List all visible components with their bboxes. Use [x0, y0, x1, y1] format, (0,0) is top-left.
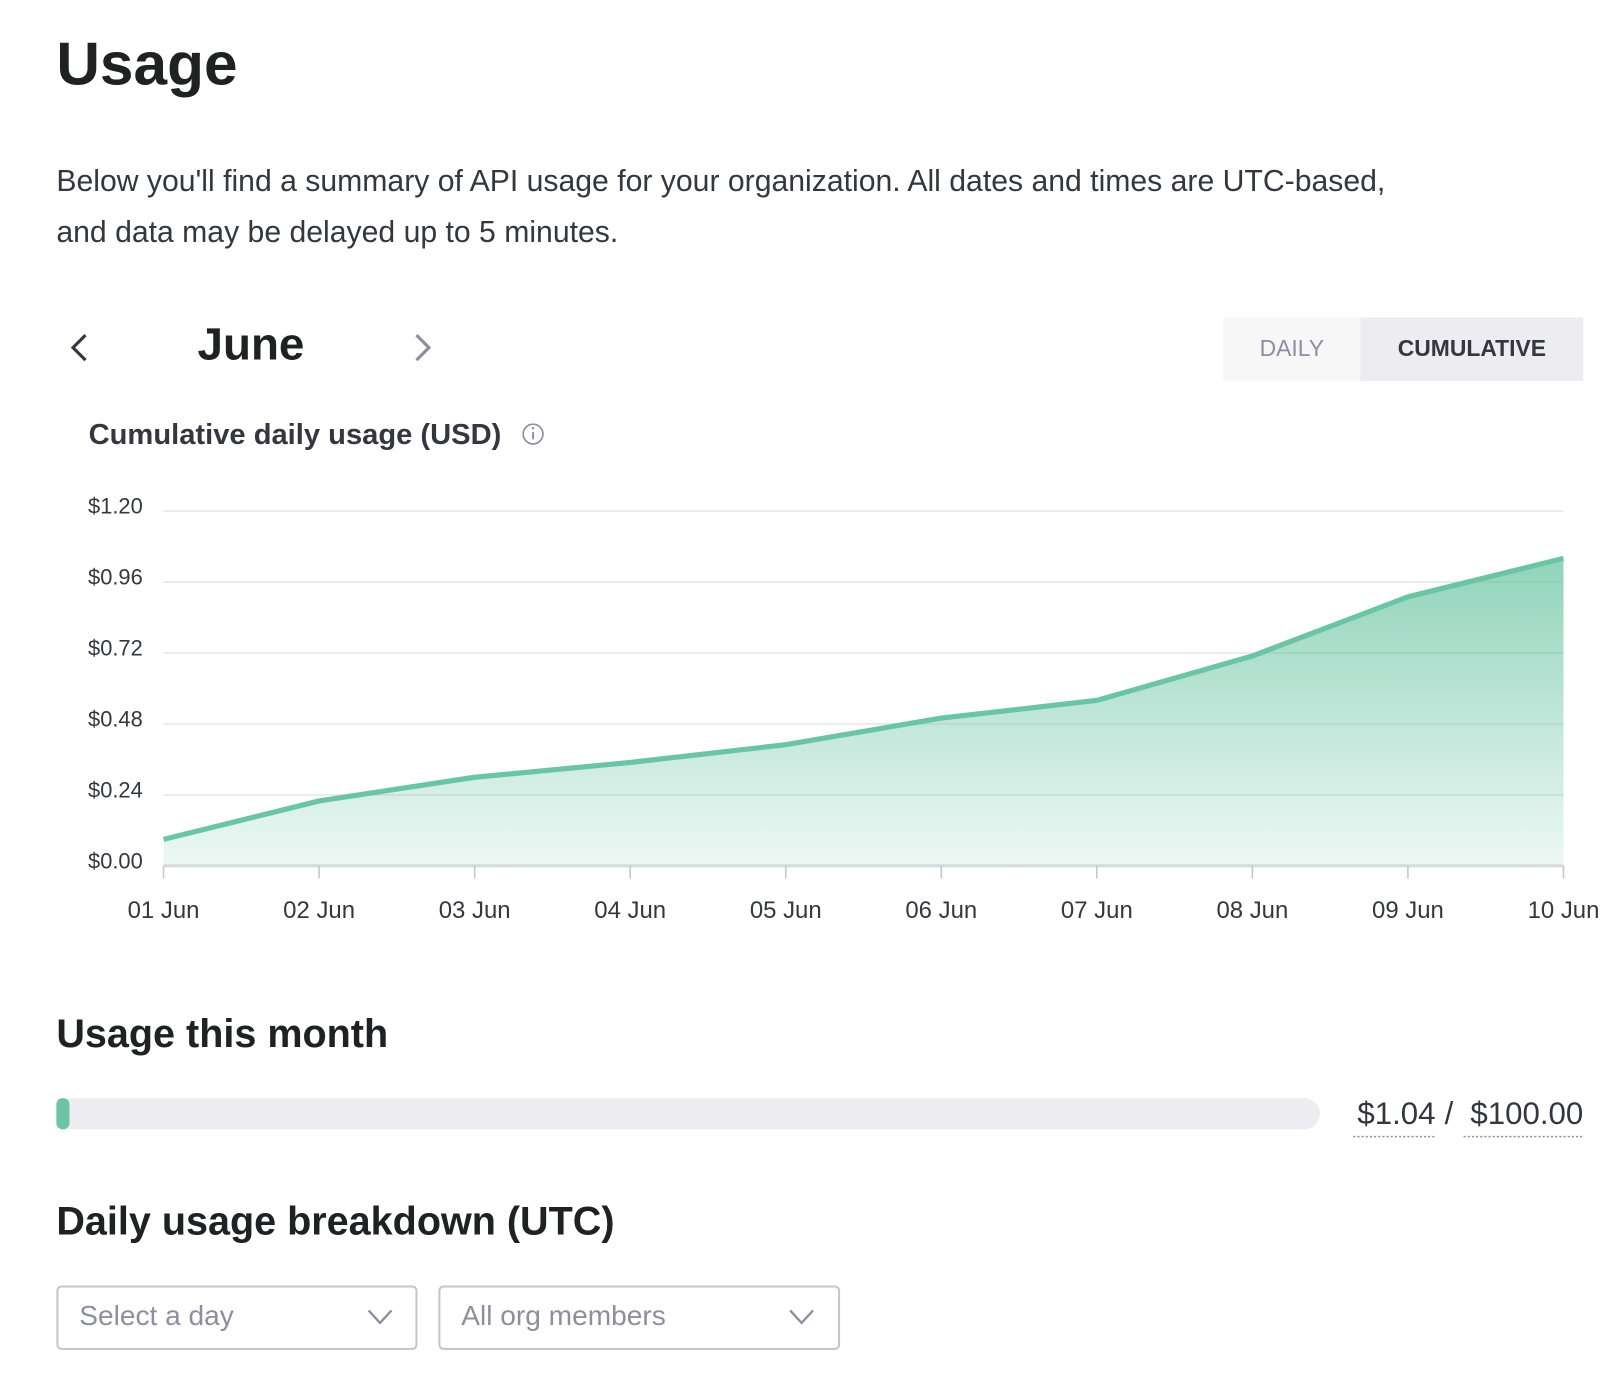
y-tick-label: $1.20: [88, 494, 143, 519]
page-title: Usage: [56, 30, 237, 98]
x-tick-label: 02 Jun: [283, 897, 355, 924]
x-tick-label: 10 Jun: [1528, 897, 1600, 924]
usage-track: [56, 1098, 1320, 1130]
x-tick-label: 08 Jun: [1216, 897, 1288, 924]
area: [163, 558, 1564, 866]
toggle-cumulative[interactable]: [1360, 317, 1584, 381]
select-placeholder: Select a day: [79, 1300, 234, 1331]
chart-title: Cumulative daily usage (USD): [89, 419, 502, 451]
prev-month[interactable]: [70, 334, 87, 362]
chart: $0.00 $0.24 $0.48 $0.72 $0.96 $1.20 01 Jun 02 J…: [88, 494, 1599, 924]
select-value: All org members: [461, 1300, 666, 1331]
section-title: Usage this month: [56, 1012, 388, 1056]
month-label: June: [198, 319, 305, 370]
y-tick-label: $0.00: [88, 849, 143, 874]
y-tick-label: $0.24: [88, 778, 143, 803]
toggle-label: DAILY: [1260, 335, 1324, 361]
description: Below you'll find a summary of API usage…: [56, 165, 1385, 198]
y-tick-label: $0.48: [88, 707, 143, 732]
x-tick-label: 01 Jun: [128, 897, 200, 924]
usage-used: $1.04: [1357, 1096, 1435, 1131]
info-icon[interactable]: [522, 423, 544, 445]
y-tick-label: $0.72: [88, 636, 143, 661]
x-tick-label: 06 Jun: [905, 897, 977, 924]
description: and data may be delayed up to 5 minutes.: [56, 216, 618, 249]
toggle-daily[interactable]: [1223, 317, 1361, 381]
x-tick-label: 03 Jun: [439, 897, 511, 924]
next-month[interactable]: [415, 334, 432, 362]
x-tick-label: 04 Jun: [594, 897, 666, 924]
toggle-label: CUMULATIVE: [1398, 335, 1546, 361]
section-title: Daily usage breakdown (UTC): [56, 1199, 614, 1243]
usage-fill: [56, 1098, 70, 1130]
usage-separator: /: [1445, 1096, 1454, 1131]
usage-limit: $100.00: [1470, 1096, 1583, 1131]
y-tick-label: $0.96: [88, 565, 143, 590]
usage-bar: $1.04 / $100.00: [56, 1096, 1583, 1138]
chevron: [789, 1309, 814, 1325]
chevron: [367, 1309, 393, 1325]
day-select[interactable]: [56, 1285, 418, 1350]
x-tick-label: 05 Jun: [750, 897, 822, 924]
line: [162, 555, 1565, 842]
x-tick-label: 07 Jun: [1061, 897, 1133, 924]
member-select[interactable]: [438, 1285, 841, 1350]
x-tick-label: 09 Jun: [1372, 897, 1444, 924]
